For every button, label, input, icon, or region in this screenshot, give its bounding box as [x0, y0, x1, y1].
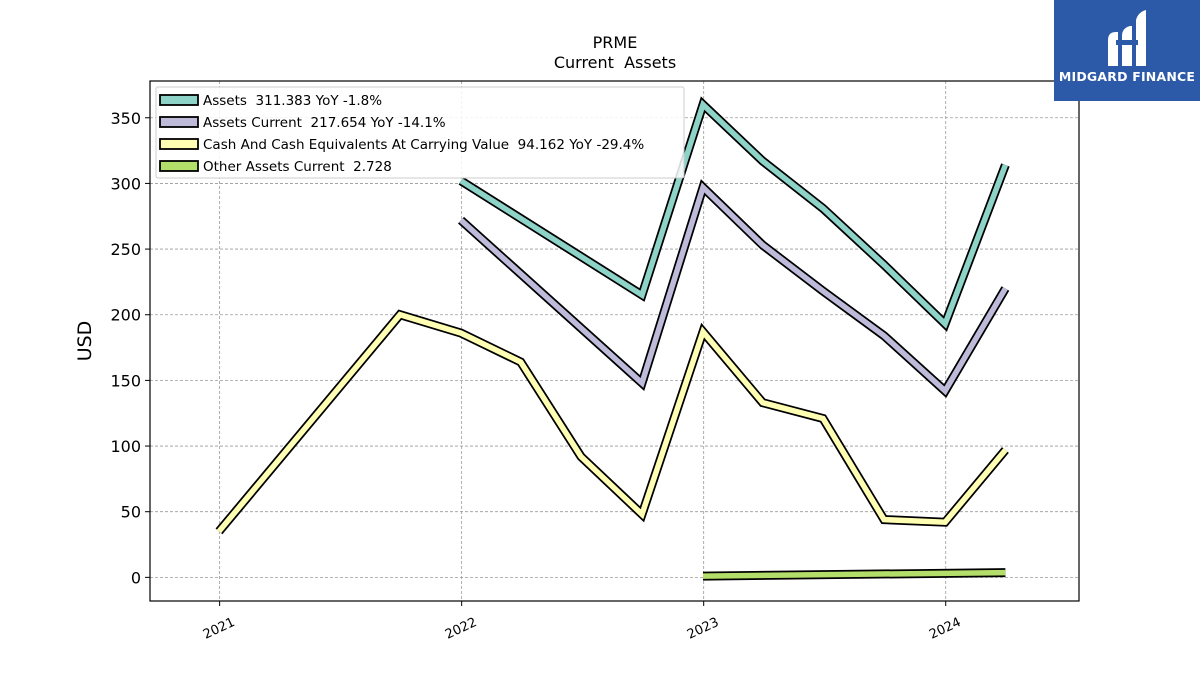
series-stroke	[216, 311, 1008, 534]
y-tick-label: 100	[110, 437, 141, 456]
legend-entry: Assets Current 217.654 YoY -14.1%	[203, 115, 446, 131]
series-stroke	[459, 182, 1008, 396]
x-tick-label: 2024	[927, 615, 963, 643]
series-line-3	[215, 309, 1009, 535]
y-axis-label: USD	[74, 321, 96, 362]
legend: Assets 311.383 YoY -1.8% Assets Current 2…	[155, 86, 685, 179]
series-stroke	[459, 99, 1008, 329]
series-line-1	[458, 96, 1010, 332]
legend-entry: Cash And Cash Equivalents At Carrying Va…	[203, 137, 644, 153]
legend-swatch	[159, 160, 199, 172]
series-layer	[215, 96, 1010, 581]
y-tick-label: 150	[110, 371, 141, 390]
legend-box	[155, 86, 685, 179]
ticks: 0 50 100 150 200 250 300 350 2021 2022 2023 2024	[110, 109, 963, 643]
chart-title: PRME	[593, 33, 638, 52]
y-tick-label: 250	[110, 240, 141, 259]
series-line-4	[702, 568, 1006, 581]
x-tick-label: 2022	[443, 615, 479, 643]
legend-swatch	[159, 94, 199, 106]
midgard-finance-logo: MIDGARD FINANCE	[1054, 0, 1200, 101]
y-tick-label: 0	[131, 568, 141, 587]
legend-swatch	[159, 138, 199, 150]
y-tick-label: 300	[110, 174, 141, 193]
legend-swatch	[159, 116, 199, 128]
y-tick-label: 350	[110, 109, 141, 128]
series-line-2	[457, 179, 1010, 398]
x-tick-label: 2023	[685, 615, 721, 643]
legend-entry: Assets 311.383 YoY -1.8%	[203, 93, 382, 109]
series-stroke	[702, 569, 1006, 579]
plot-frame	[149, 80, 1080, 602]
chart-subtitle: Current Assets	[554, 53, 676, 72]
y-tick-label: 50	[121, 503, 141, 522]
legend-entry: Other Assets Current 2.728	[203, 159, 392, 175]
logo-mark-icon	[1108, 10, 1146, 66]
x-tick-label: 2021	[201, 615, 237, 643]
logo-text: MIDGARD FINANCE	[1058, 69, 1196, 84]
series-outline	[215, 309, 1009, 535]
y-tick-label: 200	[110, 306, 141, 325]
